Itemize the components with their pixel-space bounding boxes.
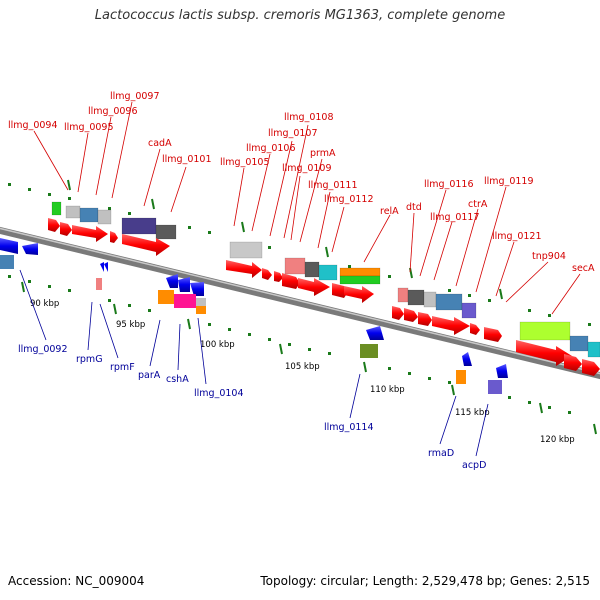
- genome-backbone-highlight: [0, 227, 600, 375]
- gene-label: llmg_0107: [268, 128, 318, 139]
- gene-label: llmg_0109: [282, 163, 332, 174]
- gene-arrow: [496, 364, 508, 378]
- dotted-guide-bottom: [8, 275, 571, 414]
- tick-label: 90 kbp: [30, 299, 59, 309]
- gene-arrow: [0, 238, 18, 254]
- gene-label: llmg_0106: [246, 143, 296, 154]
- gene-arrow: [462, 352, 472, 366]
- gene-label: llmg_0108: [284, 112, 334, 123]
- gene-arrow: [166, 274, 178, 288]
- gene-box: [174, 294, 196, 308]
- forward-strand-boxes: [51, 201, 600, 358]
- gene-box: [196, 298, 206, 308]
- gene-box: [0, 255, 14, 269]
- gene-box: [488, 380, 502, 394]
- gene-label: llmg_0112: [324, 194, 374, 205]
- gene-label: llmg_0101: [162, 154, 212, 165]
- gene-label: llmg_0119: [484, 176, 534, 187]
- top-labels: llmg_0094 llmg_0095 llmg_0096 llmg_0097 …: [8, 91, 595, 274]
- gene-label: llmg_0094: [8, 120, 58, 131]
- gene-label: llmg_0092: [18, 344, 68, 355]
- gene-label: llmg_0116: [424, 179, 474, 190]
- map-title: Lactococcus lactis subsp. cremoris MG136…: [94, 8, 506, 23]
- accession-text: Accession: NC_009004: [8, 574, 145, 588]
- gene-label: llmg_0097: [110, 91, 160, 102]
- tick-label: 110 kbp: [370, 385, 405, 395]
- gene-label: dtd: [406, 202, 422, 213]
- gene-label: relA: [380, 206, 399, 217]
- gene-label: llmg_0104: [194, 388, 244, 399]
- gene-arrow: [22, 243, 38, 255]
- gene-label: cadA: [148, 138, 172, 149]
- gene-box: [158, 290, 174, 304]
- gene-label: llmg_0111: [308, 180, 358, 191]
- gene-arrow: [190, 282, 204, 296]
- scale-ticks: 90 kbp 95 kbp 100 kbp 105 kbp 110 kbp 11…: [21, 179, 597, 445]
- gene-label: ctrA: [468, 199, 488, 210]
- bottom-leader-lines: [19, 269, 489, 457]
- reverse-strand-genes: [0, 238, 508, 394]
- gene-box: [360, 344, 378, 358]
- gene-label: rpmG: [76, 354, 103, 365]
- bottom-labels: llmg_0092 rpmG rpmF parA cshA llmg_0104 …: [18, 344, 486, 471]
- tick-label: 105 kbp: [285, 362, 320, 372]
- gene-label: llmg_0114: [324, 422, 374, 433]
- gene-label: rmaD: [428, 448, 454, 459]
- tick-label: 120 kbp: [540, 435, 575, 445]
- gene-label: cshA: [166, 374, 189, 385]
- genome-backbone: [0, 226, 600, 380]
- tick-label: 115 kbp: [455, 408, 490, 418]
- gene-box: [96, 278, 102, 290]
- genome-summary: Topology: circular; Length: 2,529,478 bp…: [260, 574, 590, 588]
- gene-box: [456, 370, 466, 384]
- gene-label: llmg_0096: [88, 106, 138, 117]
- top-leader-lines: [33, 101, 581, 315]
- gene-box: [196, 306, 206, 314]
- forward-strand-arrows: [48, 218, 600, 376]
- gene-label: llmg_0095: [64, 122, 114, 133]
- gene-label: acpD: [462, 460, 486, 471]
- gene-label: secA: [572, 263, 595, 274]
- gene-label: parA: [138, 370, 161, 381]
- gene-label: llmg_0117: [430, 212, 480, 223]
- gene-label: llmg_0105: [220, 157, 270, 168]
- dotted-guide-top: [8, 183, 591, 326]
- gene-label: llmg_0121: [492, 231, 542, 242]
- gene-label: tnp904: [532, 251, 566, 262]
- gene-arrow: [104, 262, 108, 272]
- gene-label: rpmF: [110, 362, 135, 373]
- gene-arrow: [178, 277, 190, 292]
- gene-label: prmA: [310, 148, 336, 159]
- tick-label: 95 kbp: [116, 320, 145, 330]
- gene-arrow: [100, 262, 104, 272]
- tick-label: 100 kbp: [200, 340, 235, 350]
- gene-arrow: [366, 326, 384, 340]
